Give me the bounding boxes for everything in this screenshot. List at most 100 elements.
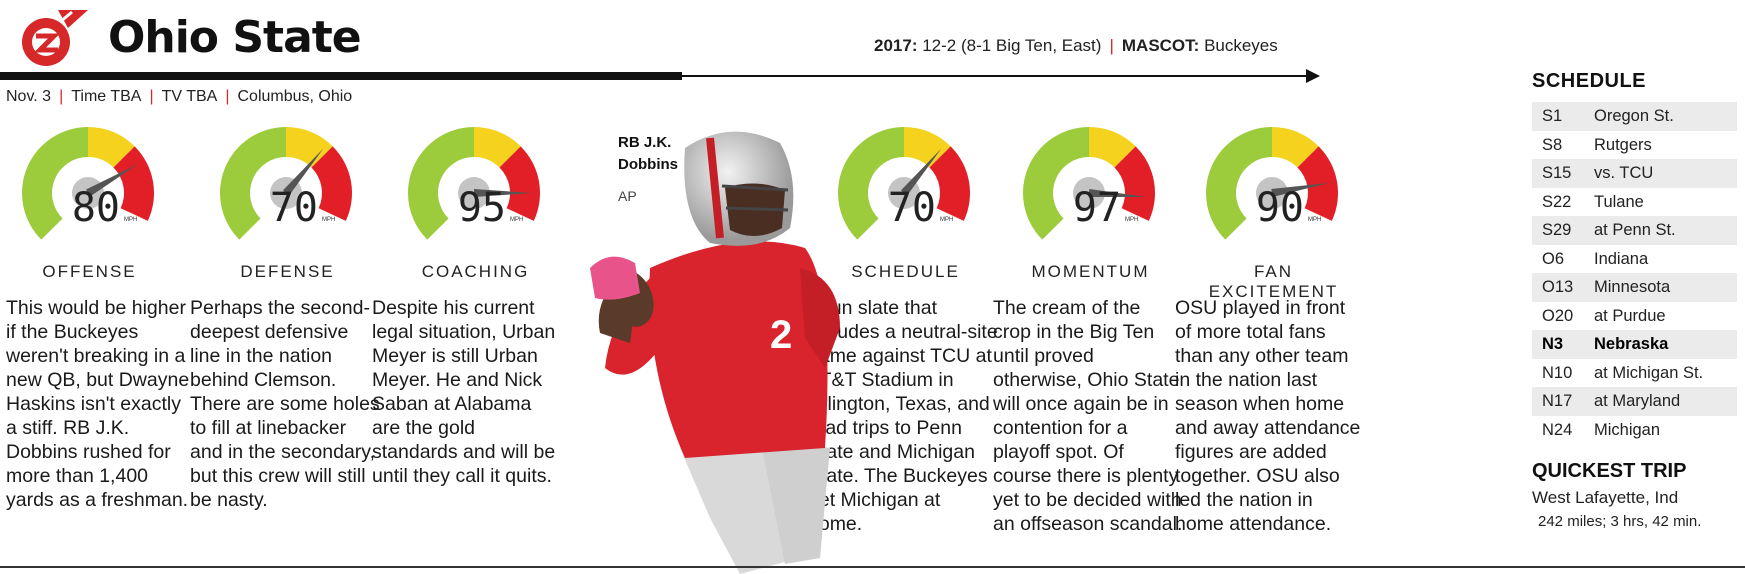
gauge-blurb: Perhaps the second-deepest defensive lin… bbox=[190, 297, 380, 511]
gauge-yellow-band bbox=[1089, 127, 1136, 168]
schedule-opponent: at Purdue bbox=[1594, 306, 1666, 325]
gauge-blurb: Despite his current legal situation, Urb… bbox=[372, 297, 556, 487]
gauge-label: COACHING bbox=[421, 262, 530, 281]
schedule-opponent: Nebraska bbox=[1594, 335, 1669, 353]
schedule-date: S15 bbox=[1542, 164, 1572, 182]
gauge-blurb: OSU played in front of more total fans t… bbox=[1175, 297, 1361, 535]
gauge-value: 80 bbox=[72, 185, 120, 231]
gauge-green-band bbox=[408, 127, 474, 240]
schedule-opponent: vs. TCU bbox=[1594, 164, 1654, 182]
game-location: Columbus, Ohio bbox=[237, 88, 353, 105]
gauge-label: FAN EXCITEMENT bbox=[1208, 262, 1339, 301]
schedule-row: O6 Indiana bbox=[1532, 245, 1737, 274]
schedule-row: N17 at Maryland bbox=[1532, 387, 1737, 416]
quickest-trip-city: West Lafayette, Ind bbox=[1532, 488, 1679, 507]
schedule-title: SCHEDULE bbox=[1532, 70, 1647, 92]
gauge-coaching: 95 MPH bbox=[408, 127, 540, 240]
gauge-red-band bbox=[1114, 146, 1155, 221]
gauge-green-band bbox=[1023, 127, 1089, 240]
quickest-trip-detail: 242 miles; 3 hrs, 42 min. bbox=[1538, 513, 1702, 530]
schedule-row: N10 at Michigan St. bbox=[1532, 359, 1737, 388]
schedule-list: S1 Oregon St. S8 Rutgers S15 vs. TCU S22 Tulane… bbox=[1532, 102, 1737, 444]
bottom-rule bbox=[0, 566, 1745, 568]
quickest-trip-title: QUICKEST TRIP bbox=[1532, 460, 1687, 482]
schedule-opponent: at Maryland bbox=[1594, 392, 1681, 410]
gauge-momentum: 97 MPH bbox=[1023, 127, 1155, 240]
schedule-row: S15 vs. TCU bbox=[1532, 159, 1737, 188]
game-date: Nov. 3 bbox=[6, 88, 52, 105]
schedule-row: S1 Oregon St. bbox=[1532, 102, 1737, 131]
schedule-date: N24 bbox=[1542, 420, 1573, 439]
season-summary: 2017: 12-2 (8-1 Big Ten, East) | MASCOT: B… bbox=[874, 36, 1278, 56]
schedule-date: S8 bbox=[1542, 135, 1563, 154]
gauge-unit: MPH bbox=[940, 217, 953, 223]
gauge-yellow-band bbox=[904, 127, 951, 168]
schedule-date: N3 bbox=[1542, 335, 1564, 353]
schedule-date: N10 bbox=[1542, 363, 1573, 382]
schedule-opponent: Minnesota bbox=[1594, 278, 1671, 296]
gauge-red-band bbox=[113, 146, 154, 221]
gauge-blurb: A fun slate that includes a neutral-site… bbox=[808, 297, 998, 535]
schedule-row: N3 Nebraska bbox=[1532, 330, 1737, 359]
gauge-value: 97 bbox=[1073, 185, 1121, 231]
player-photo: 2 bbox=[590, 131, 840, 574]
game-info: Nov. 3 | Time TBA | TV TBA | Columbus, Ohio bbox=[6, 88, 352, 106]
gauge-needle bbox=[1088, 189, 1147, 198]
gauge-red-band bbox=[929, 146, 970, 221]
gauge-value: 70 bbox=[888, 185, 936, 231]
schedule-row: O13 Minnesota bbox=[1532, 273, 1737, 302]
gauge-red-band bbox=[499, 146, 540, 221]
gauge-green-band bbox=[22, 127, 88, 240]
gauge-defense: 70 MPH bbox=[220, 127, 352, 240]
gauge-yellow-band bbox=[1272, 127, 1319, 168]
gauge-schedule: 70 MPH bbox=[838, 127, 970, 240]
photo-credit: AP bbox=[618, 188, 637, 204]
gauge-unit: MPH bbox=[322, 217, 335, 223]
gauge-unit: MPH bbox=[124, 217, 137, 223]
separator: | bbox=[149, 88, 154, 105]
mascot-label: MASCOT: bbox=[1121, 36, 1200, 55]
gauge-value: 95 bbox=[458, 185, 506, 231]
gauge-blurb: The cream of the crop in the Big Ten unt… bbox=[993, 297, 1183, 535]
schedule-date: S1 bbox=[1542, 107, 1563, 125]
gauge-green-band bbox=[1206, 127, 1272, 240]
header-rule bbox=[0, 72, 682, 80]
separator: | bbox=[1109, 36, 1114, 55]
schedule-date: S22 bbox=[1542, 192, 1572, 211]
gauge-needle bbox=[1271, 182, 1330, 197]
gauge-red-band bbox=[1297, 146, 1338, 221]
gauge-needle bbox=[900, 148, 942, 196]
gauge-unit: MPH bbox=[1308, 217, 1321, 223]
schedule-opponent: at Penn St. bbox=[1594, 221, 1676, 239]
gauge-fan-excitement: 90 MPH bbox=[1206, 127, 1338, 240]
schedule-row: S22 Tulane bbox=[1532, 188, 1737, 217]
record-label: 2017: bbox=[874, 36, 918, 55]
svg-text:2: 2 bbox=[770, 313, 792, 357]
separator: | bbox=[59, 88, 64, 105]
gauge-yellow-band bbox=[88, 127, 135, 168]
record-value: 12-2 (8-1 Big Ten, East) bbox=[922, 36, 1102, 55]
schedule-opponent: Rutgers bbox=[1594, 135, 1652, 154]
schedule-opponent: Michigan bbox=[1594, 420, 1661, 439]
gauge-unit: MPH bbox=[1125, 217, 1138, 223]
gauge-offense: 80 MPH bbox=[22, 127, 154, 240]
schedule-row: O20 at Purdue bbox=[1532, 302, 1737, 331]
gauge-value: 70 bbox=[270, 185, 318, 231]
arrow-right-icon bbox=[1306, 69, 1320, 83]
gauge-label: SCHEDULE bbox=[851, 262, 960, 281]
schedule-date: O13 bbox=[1542, 278, 1574, 296]
ohio-state-logo-icon bbox=[22, 10, 88, 66]
schedule-row: S29 at Penn St. bbox=[1532, 216, 1737, 245]
schedule-opponent: Tulane bbox=[1594, 192, 1644, 211]
game-time: Time TBA bbox=[71, 88, 142, 105]
photo-caption-line: Dobbins bbox=[618, 156, 678, 173]
gauge-unit: MPH bbox=[510, 217, 523, 223]
team-name: Ohio State bbox=[108, 12, 362, 63]
photo-caption: RB J.K. Dobbins bbox=[618, 132, 678, 176]
separator: | bbox=[225, 88, 230, 105]
gauge-yellow-band bbox=[474, 127, 521, 168]
mascot-value: Buckeyes bbox=[1204, 36, 1278, 55]
gauge-green-band bbox=[220, 127, 286, 240]
schedule-row: S8 Rutgers bbox=[1532, 131, 1737, 160]
gauge-green-band bbox=[838, 127, 904, 240]
